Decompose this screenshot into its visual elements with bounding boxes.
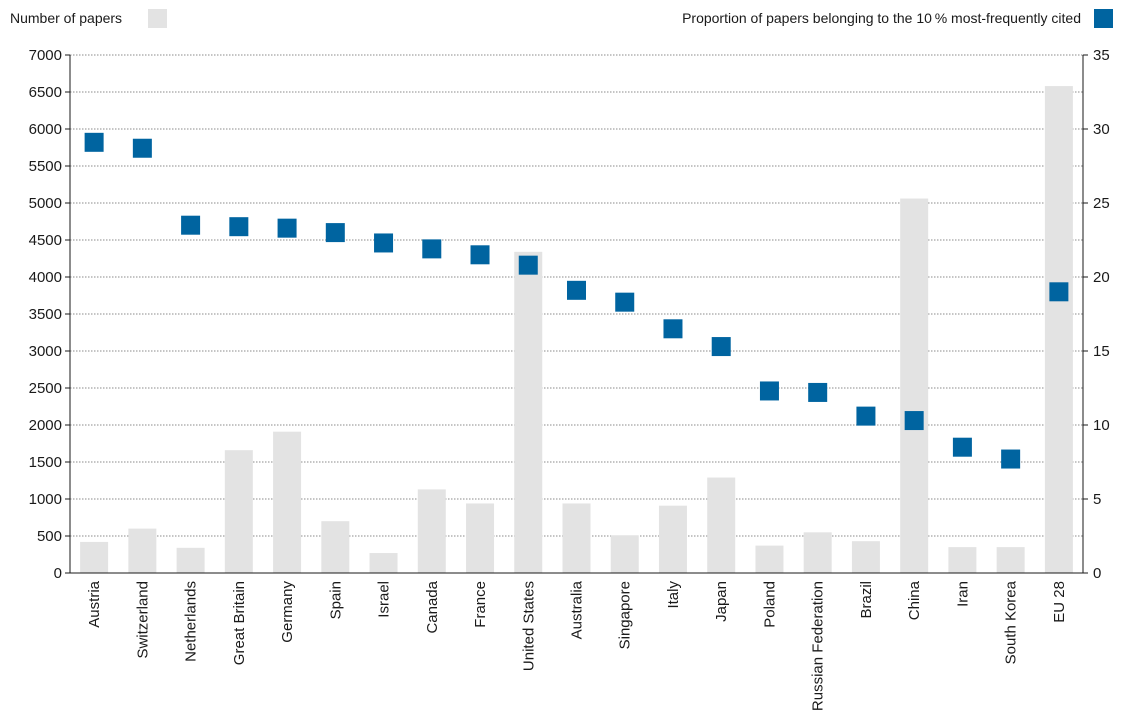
right-tick-label: 5	[1093, 491, 1101, 508]
right-tick-label: 25	[1093, 195, 1110, 212]
bar	[273, 431, 302, 573]
left-tick-label: 500	[37, 528, 62, 545]
category-label: Russian Federation	[810, 581, 827, 711]
category-label: Poland	[761, 581, 778, 628]
data-point	[325, 223, 345, 243]
left-tick-label: 7000	[29, 47, 62, 64]
bar	[128, 528, 157, 573]
category-label: Iran	[954, 581, 971, 607]
bar	[996, 547, 1025, 573]
data-point	[1001, 449, 1021, 469]
bar	[851, 541, 880, 573]
left-tick-label: 5500	[29, 158, 62, 175]
data-point	[952, 437, 972, 457]
data-point	[904, 411, 924, 431]
left-tick-label: 1500	[29, 454, 62, 471]
left-tick-label: 3000	[29, 343, 62, 360]
data-point	[808, 382, 828, 402]
category-label: Netherlands	[183, 581, 200, 662]
data-point	[84, 132, 104, 152]
data-point	[229, 217, 249, 237]
data-point	[567, 280, 586, 300]
category-label: Brazil	[858, 581, 875, 619]
category-label: Singapore	[617, 581, 634, 649]
bar	[466, 503, 495, 573]
category-label: China	[906, 580, 923, 620]
bar	[900, 198, 929, 573]
category-label: Israel	[376, 581, 393, 618]
bar	[514, 251, 543, 573]
bar	[948, 547, 977, 573]
bar	[1044, 86, 1073, 573]
legend-bars: Number of papers	[10, 9, 167, 28]
category-label: United States	[520, 581, 537, 671]
category-label: EU 28	[1051, 581, 1068, 623]
data-point	[470, 245, 490, 265]
legend-points-swatch	[1094, 9, 1113, 28]
category-label: Italy	[665, 581, 682, 609]
legend-points-label: Proportion of papers belonging to the 10…	[682, 10, 1081, 26]
legend-bars-label: Number of papers	[10, 10, 122, 26]
category-label: Spain	[327, 581, 344, 619]
category-label: Canada	[424, 580, 441, 633]
category-label: South Korea	[1003, 580, 1020, 664]
bar	[80, 541, 109, 573]
right-tick-label: 0	[1093, 565, 1101, 582]
legend-points: Proportion of papers belonging to the 10…	[682, 9, 1113, 28]
bar	[321, 521, 350, 573]
data-point	[277, 218, 297, 238]
left-tick-label: 6500	[29, 84, 62, 101]
left-tick-label: 6000	[29, 121, 62, 138]
left-tick-label: 1000	[29, 491, 62, 508]
left-axis-ticks: 0 500 1000 1500 2000 2500 3000 3500 4000 4500 5000…	[29, 47, 70, 582]
category-label: Great Britain	[231, 581, 248, 665]
category-label: Germany	[279, 581, 296, 643]
left-tick-label: 0	[54, 565, 62, 582]
right-tick-label: 10	[1093, 417, 1110, 434]
right-axis-ticks: 0 5 10 15 20 25 30 35	[1083, 47, 1110, 582]
bar	[562, 503, 591, 573]
bar	[610, 535, 639, 573]
data-point	[615, 292, 635, 312]
left-tick-label: 5000	[29, 195, 62, 212]
bar	[707, 477, 736, 573]
data-point	[181, 215, 201, 235]
data-point	[422, 239, 442, 259]
left-tick-label: 2500	[29, 380, 62, 397]
right-tick-label: 20	[1093, 269, 1110, 286]
data-point	[711, 337, 731, 357]
right-tick-label: 35	[1093, 47, 1110, 64]
bar	[176, 547, 205, 573]
bar	[658, 505, 687, 573]
right-tick-label: 30	[1093, 121, 1110, 138]
category-axis-labels: Austria Switzerland Netherlands Great Brita…	[86, 580, 1068, 711]
bar	[803, 532, 832, 573]
left-tick-label: 3500	[29, 306, 62, 323]
data-point	[759, 381, 779, 401]
category-label: France	[472, 581, 489, 628]
bar	[417, 489, 446, 573]
left-tick-label: 4000	[29, 269, 62, 286]
data-point	[518, 255, 538, 275]
point-series	[84, 132, 1069, 469]
data-point	[856, 406, 876, 426]
left-tick-label: 2000	[29, 417, 62, 434]
category-label: Japan	[713, 581, 730, 622]
bar	[755, 545, 784, 573]
data-point	[1049, 282, 1069, 302]
legend-bars-swatch	[148, 9, 167, 28]
bar	[224, 450, 253, 573]
category-label: Australia	[569, 580, 586, 639]
data-point	[663, 319, 683, 339]
category-label: Switzerland	[134, 581, 151, 659]
category-label: Austria	[86, 580, 103, 627]
right-tick-label: 15	[1093, 343, 1110, 360]
bar-series	[80, 86, 1073, 573]
bar	[369, 553, 398, 573]
data-point	[132, 138, 152, 158]
data-point	[374, 233, 394, 253]
left-tick-label: 4500	[29, 232, 62, 249]
